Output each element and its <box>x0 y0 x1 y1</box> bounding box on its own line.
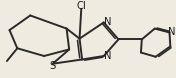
Text: S: S <box>50 61 56 71</box>
Text: Cl: Cl <box>76 1 86 11</box>
Text: N: N <box>104 17 112 27</box>
Text: N: N <box>104 51 112 61</box>
Text: N: N <box>168 27 176 37</box>
